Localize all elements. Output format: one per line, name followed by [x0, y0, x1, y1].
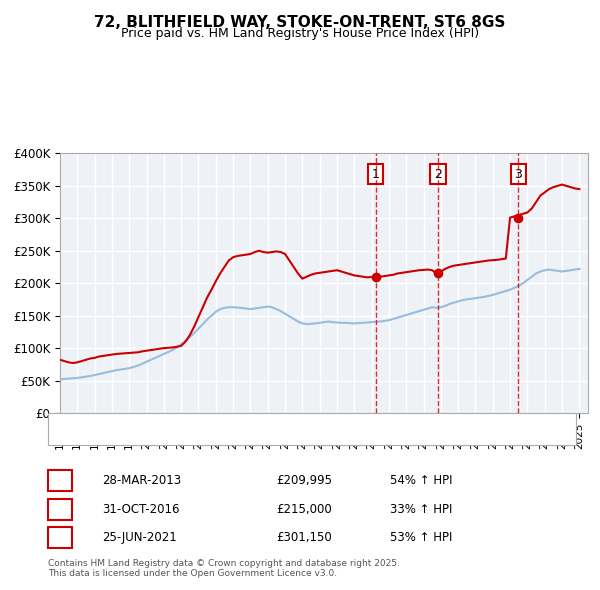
- Text: 2: 2: [56, 503, 64, 516]
- Text: 25-JUN-2021: 25-JUN-2021: [102, 531, 177, 544]
- Text: HPI: Average price, detached house, Stoke-on-Trent: HPI: Average price, detached house, Stok…: [99, 432, 367, 442]
- Text: £209,995: £209,995: [276, 474, 332, 487]
- Text: 72, BLITHFIELD WAY, STOKE-ON-TRENT, ST6 8GS (detached house): 72, BLITHFIELD WAY, STOKE-ON-TRENT, ST6 …: [99, 417, 446, 427]
- Text: Price paid vs. HM Land Registry's House Price Index (HPI): Price paid vs. HM Land Registry's House …: [121, 27, 479, 40]
- Text: 31-OCT-2016: 31-OCT-2016: [102, 503, 179, 516]
- Text: 2: 2: [434, 168, 442, 181]
- Text: 1: 1: [56, 474, 64, 487]
- Text: 54% ↑ HPI: 54% ↑ HPI: [390, 474, 452, 487]
- Text: 3: 3: [56, 531, 64, 544]
- Text: 33% ↑ HPI: 33% ↑ HPI: [390, 503, 452, 516]
- Text: £215,000: £215,000: [276, 503, 332, 516]
- Text: 28-MAR-2013: 28-MAR-2013: [102, 474, 181, 487]
- Text: £301,150: £301,150: [276, 531, 332, 544]
- Text: 3: 3: [514, 168, 523, 181]
- Text: 53% ↑ HPI: 53% ↑ HPI: [390, 531, 452, 544]
- Text: Contains HM Land Registry data © Crown copyright and database right 2025.
This d: Contains HM Land Registry data © Crown c…: [48, 559, 400, 578]
- Text: 1: 1: [372, 168, 380, 181]
- Text: 72, BLITHFIELD WAY, STOKE-ON-TRENT, ST6 8GS: 72, BLITHFIELD WAY, STOKE-ON-TRENT, ST6 …: [94, 15, 506, 30]
